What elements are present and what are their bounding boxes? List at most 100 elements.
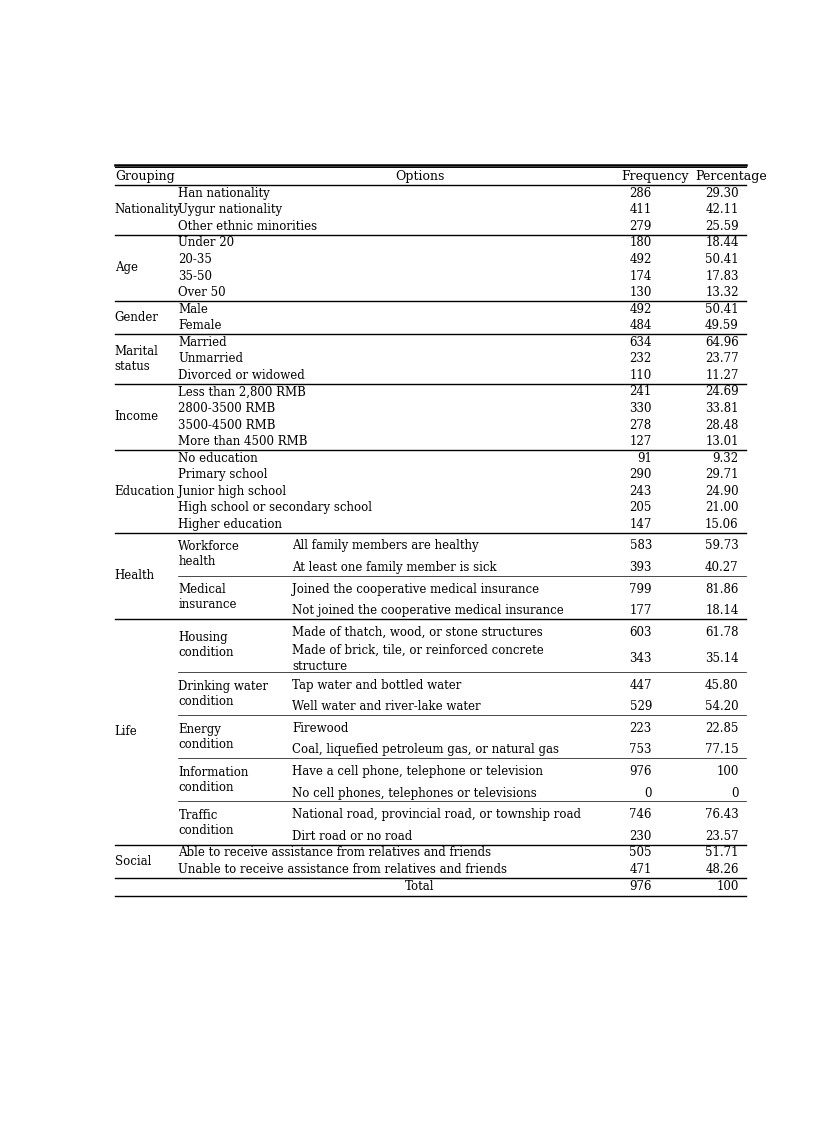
Text: 51.71: 51.71 (706, 846, 739, 859)
Text: 603: 603 (629, 625, 652, 639)
Text: Unmarried: Unmarried (178, 352, 243, 365)
Text: 25.59: 25.59 (705, 220, 739, 233)
Text: 23.57: 23.57 (705, 829, 739, 843)
Text: Total: Total (405, 880, 435, 893)
Text: High school or secondary school: High school or secondary school (178, 501, 372, 514)
Text: 127: 127 (629, 435, 652, 449)
Text: 976: 976 (629, 880, 652, 893)
Text: 130: 130 (629, 287, 652, 299)
Text: 471: 471 (629, 863, 652, 876)
Text: 17.83: 17.83 (706, 270, 739, 282)
Text: 177: 177 (629, 604, 652, 617)
Text: No education: No education (178, 452, 258, 465)
Text: No cell phones, telephones or televisions: No cell phones, telephones or television… (292, 786, 537, 800)
Text: Drinking water
condition: Drinking water condition (178, 680, 268, 708)
Text: 49.59: 49.59 (705, 320, 739, 332)
Text: 205: 205 (629, 501, 652, 514)
Text: Options: Options (395, 170, 444, 182)
Text: 29.71: 29.71 (706, 468, 739, 482)
Text: Other ethnic minorities: Other ethnic minorities (178, 220, 318, 233)
Text: 11.27: 11.27 (706, 369, 739, 382)
Text: 223: 223 (629, 722, 652, 735)
Text: 23.77: 23.77 (705, 352, 739, 365)
Text: 243: 243 (629, 485, 652, 497)
Text: Firewood: Firewood (292, 722, 349, 735)
Text: Well water and river-lake water: Well water and river-lake water (292, 700, 481, 714)
Text: 180: 180 (629, 237, 652, 249)
Text: 411: 411 (629, 203, 652, 216)
Text: 393: 393 (629, 561, 652, 574)
Text: Not joined the cooperative medical insurance: Not joined the cooperative medical insur… (292, 604, 564, 617)
Text: 42.11: 42.11 (706, 203, 739, 216)
Text: 54.20: 54.20 (705, 700, 739, 714)
Text: 22.85: 22.85 (706, 722, 739, 735)
Text: 59.73: 59.73 (705, 539, 739, 553)
Text: 77.15: 77.15 (705, 743, 739, 757)
Text: 24.69: 24.69 (705, 385, 739, 399)
Text: 33.81: 33.81 (706, 402, 739, 415)
Text: 35-50: 35-50 (178, 270, 212, 282)
Text: 61.78: 61.78 (706, 625, 739, 639)
Text: 18.14: 18.14 (706, 604, 739, 617)
Text: More than 4500 RMB: More than 4500 RMB (178, 435, 308, 449)
Text: 241: 241 (629, 385, 652, 399)
Text: 174: 174 (629, 270, 652, 282)
Text: 45.80: 45.80 (705, 679, 739, 692)
Text: Married: Married (178, 335, 227, 349)
Text: 15.06: 15.06 (705, 518, 739, 531)
Text: 746: 746 (629, 808, 652, 821)
Text: 286: 286 (629, 187, 652, 199)
Text: All family members are healthy: All family members are healthy (292, 539, 479, 553)
Text: 13.32: 13.32 (706, 287, 739, 299)
Text: 343: 343 (629, 653, 652, 665)
Text: 279: 279 (629, 220, 652, 233)
Text: 330: 330 (629, 402, 652, 415)
Text: 40.27: 40.27 (705, 561, 739, 574)
Text: 492: 492 (629, 303, 652, 316)
Text: Information
condition: Information condition (178, 766, 249, 794)
Text: Housing
condition: Housing condition (178, 631, 234, 659)
Text: Junior high school: Junior high school (178, 485, 287, 497)
Text: Frequency: Frequency (621, 170, 689, 182)
Text: 110: 110 (629, 369, 652, 382)
Text: 505: 505 (629, 846, 652, 859)
Text: 976: 976 (629, 765, 652, 778)
Text: 290: 290 (629, 468, 652, 482)
Text: 799: 799 (629, 582, 652, 596)
Text: 20-35: 20-35 (178, 253, 212, 266)
Text: Made of brick, tile, or reinforced concrete
structure: Made of brick, tile, or reinforced concr… (292, 645, 544, 673)
Text: Have a cell phone, telephone or television: Have a cell phone, telephone or televisi… (292, 765, 543, 778)
Text: At least one family member is sick: At least one family member is sick (292, 561, 497, 574)
Text: Over 50: Over 50 (178, 287, 226, 299)
Text: 91: 91 (637, 452, 652, 465)
Text: Gender: Gender (115, 310, 159, 324)
Text: 24.90: 24.90 (705, 485, 739, 497)
Text: 50.41: 50.41 (705, 253, 739, 266)
Text: 278: 278 (629, 418, 652, 432)
Text: Health: Health (115, 569, 155, 582)
Text: 0: 0 (732, 786, 739, 800)
Text: 529: 529 (629, 700, 652, 714)
Text: 583: 583 (629, 539, 652, 553)
Text: 35.14: 35.14 (705, 653, 739, 665)
Text: 3500-4500 RMB: 3500-4500 RMB (178, 418, 276, 432)
Text: 230: 230 (629, 829, 652, 843)
Text: Han nationality: Han nationality (178, 187, 270, 199)
Text: 50.41: 50.41 (705, 303, 739, 316)
Text: 753: 753 (629, 743, 652, 757)
Text: Uygur nationality: Uygur nationality (178, 203, 282, 216)
Text: 29.30: 29.30 (705, 187, 739, 199)
Text: Social: Social (115, 854, 151, 868)
Text: Joined the cooperative medical insurance: Joined the cooperative medical insurance (292, 582, 540, 596)
Text: Made of thatch, wood, or stone structures: Made of thatch, wood, or stone structure… (292, 625, 543, 639)
Text: 100: 100 (716, 880, 739, 893)
Text: 484: 484 (629, 320, 652, 332)
Text: 2800-3500 RMB: 2800-3500 RMB (178, 402, 276, 415)
Text: Education: Education (115, 485, 175, 497)
Text: Under 20: Under 20 (178, 237, 235, 249)
Text: Able to receive assistance from relatives and friends: Able to receive assistance from relative… (178, 846, 492, 859)
Text: Marital
status: Marital status (115, 344, 158, 373)
Text: 447: 447 (629, 679, 652, 692)
Text: 64.96: 64.96 (705, 335, 739, 349)
Text: Dirt road or no road: Dirt road or no road (292, 829, 412, 843)
